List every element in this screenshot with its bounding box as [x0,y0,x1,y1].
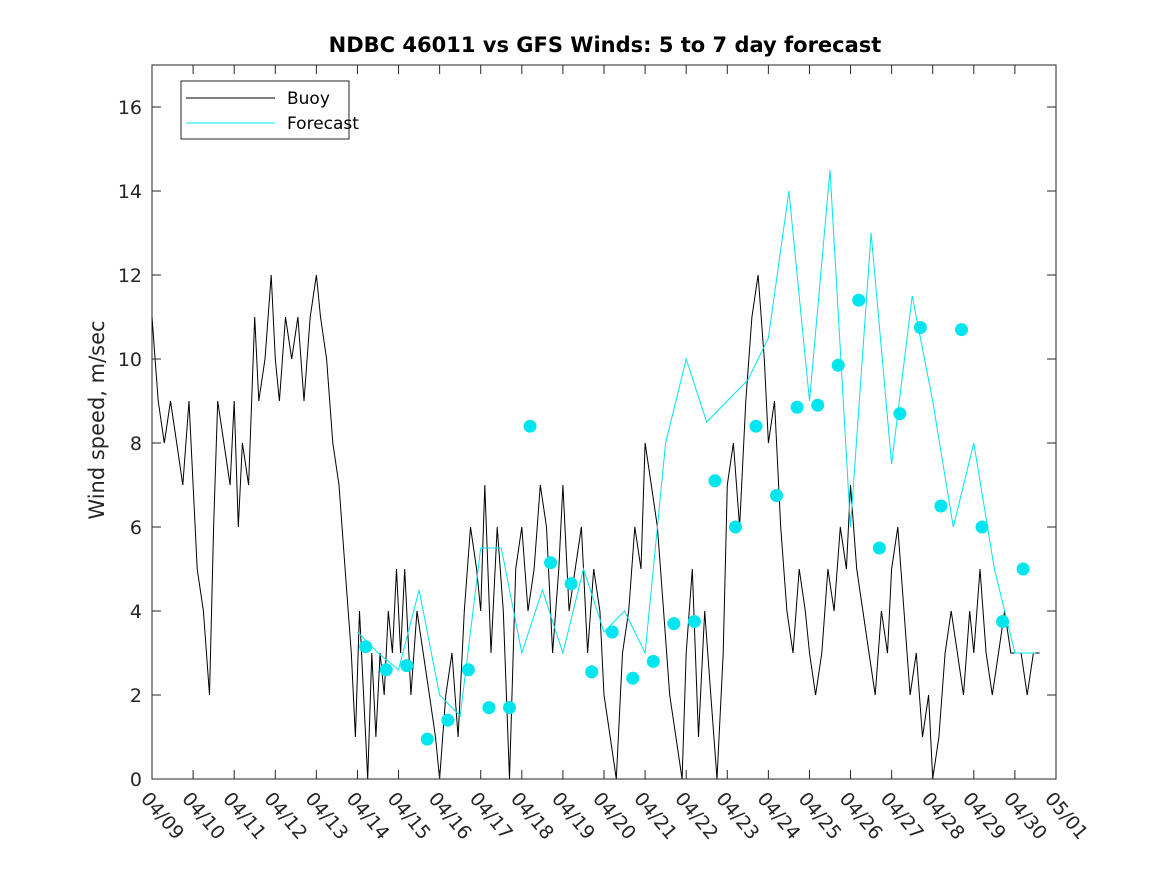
x-tick-label: 04/09 [136,788,188,844]
y-tick-label: 2 [130,685,142,707]
forecast-series-line [357,169,1036,718]
x-tick-label: 04/10 [177,788,229,844]
forecast-marker [585,665,599,679]
x-tick-label: 05/01 [1040,788,1092,844]
y-tick-label: 10 [118,349,142,371]
chart-title: NDBC 46011 vs GFS Winds: 5 to 7 day fore… [329,33,882,57]
forecast-marker [728,520,742,534]
forecast-marker [975,520,989,534]
x-tick-label: 04/12 [259,788,311,844]
legend-forecast-label: Forecast [287,114,359,134]
x-tick-label: 04/18 [506,788,558,844]
y-tick-label: 6 [130,517,142,539]
x-tick-label: 04/28 [917,788,969,844]
x-tick-label: 04/23 [711,788,763,844]
forecast-marker [544,556,558,570]
forecast-marker [523,419,537,433]
forecast-marker [461,663,475,677]
forecast-marker [482,701,496,715]
forecast-marker [441,713,455,727]
y-axis-label: Wind speed, m/sec [85,320,109,519]
forecast-marker [811,398,825,412]
forecast-marker [420,732,434,746]
forecast-marker [359,640,373,654]
x-tick-label: 04/16 [424,788,476,844]
forecast-marker [913,321,927,334]
plot-area [151,64,1057,780]
x-tick-label: 04/11 [218,788,270,844]
y-tick-label: 14 [118,181,142,203]
forecast-marker [852,293,866,307]
x-tick-label: 04/21 [629,788,681,844]
forecast-marker [996,615,1010,628]
x-tick-label: 04/22 [670,788,722,844]
legend-box [180,80,350,140]
forecast-marker [502,701,516,715]
series-layer [151,169,1040,780]
x-tick-label: 04/20 [588,788,640,844]
y-tick-label: 0 [130,769,142,791]
y-tick-label: 8 [130,433,142,455]
y-tick-label: 16 [118,97,142,119]
legend-buoy-label: Buoy [287,89,330,109]
x-tick-label: 04/24 [753,788,805,844]
forecast-marker [687,615,701,628]
x-tick-label: 04/25 [794,788,846,844]
forecast-marker [831,358,845,372]
forecast-marker [893,407,907,421]
y-tick-label: 12 [118,265,142,287]
x-tick-label: 04/17 [465,788,517,844]
forecast-marker [954,323,968,337]
forecast-marker [934,499,948,513]
buoy-series-line [151,274,1040,780]
x-tick-label: 04/26 [835,788,887,844]
forecast-marker [872,541,886,555]
x-tick-label: 04/27 [876,788,928,844]
x-tick-label: 04/30 [999,788,1051,844]
forecast-marker [646,654,660,668]
forecast-marker [1016,562,1030,576]
forecast-marker [605,625,619,639]
x-tick-label: 04/13 [301,788,353,844]
forecast-marker [626,671,640,685]
y-tick-label: 4 [130,601,142,623]
forecast-marker [790,400,804,414]
forecast-marker [749,419,763,433]
legend: Buoy Forecast [180,80,359,140]
x-tick-label: 04/29 [958,788,1010,844]
forecast-marker [379,663,393,677]
forecast-marker [667,617,681,631]
x-tick-label: 04/19 [547,788,599,844]
forecast-marker [708,474,722,488]
marker-layer [359,293,1030,746]
forecast-marker [564,577,578,591]
x-tick-label: 04/15 [383,788,435,844]
x-tick-label: 04/14 [342,788,394,844]
forecast-marker [770,489,784,502]
forecast-marker [400,659,414,673]
